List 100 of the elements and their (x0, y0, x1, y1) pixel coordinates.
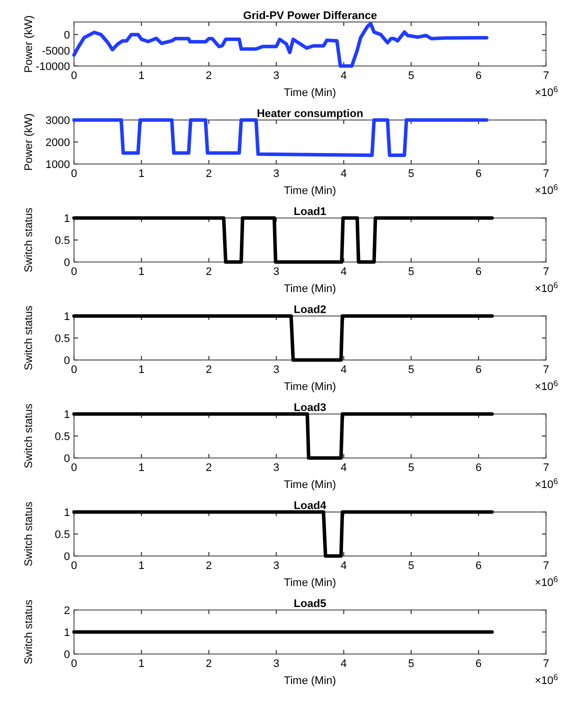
y-axis-title: Power (kW) (23, 15, 35, 73)
y-tick-label: 1 (64, 507, 70, 519)
y-tick-label: 2 (64, 605, 70, 617)
chart-title: Load2 (294, 304, 326, 316)
x-tick-label: 1 (138, 560, 144, 572)
y-tick-label: -10000 (36, 61, 70, 73)
y-tick-label: 2000 (46, 137, 70, 149)
y-tick-label: 0 (64, 551, 70, 563)
x-tick-label: 4 (340, 560, 347, 572)
y-axis-title: Switch status (23, 501, 35, 566)
chart-title: Heater consumption (256, 108, 364, 120)
text: ×10$^{6}$ (534, 476, 558, 491)
x-tick-label: 6 (476, 462, 482, 474)
x-tick-label: 5 (408, 364, 414, 376)
x-axis-title: Time (Min) (284, 381, 336, 393)
chart-title: Load4 (294, 500, 328, 512)
x-tick-label: 6 (476, 560, 482, 572)
y-tick-label: -5000 (42, 45, 70, 58)
x-tick-label: 7 (542, 70, 550, 82)
x-tick-label: 6 (476, 70, 482, 82)
y-tick-label: 0.5 (54, 431, 70, 443)
text: ×10$^{6}$ (534, 574, 558, 589)
x-tick-label: 5 (408, 70, 414, 82)
text: ×10$^{6}$ (534, 182, 558, 197)
x-tick-label: 7 (542, 168, 550, 180)
chart-title: Load3 (294, 402, 326, 414)
x-tick-label: 2 (206, 462, 212, 474)
y-tick-label: 0.5 (54, 333, 70, 345)
y-axis-title: Power (kW) (23, 113, 35, 171)
x-tick-label: 2 (206, 364, 212, 376)
x-tick-label: 2 (206, 560, 212, 572)
x-tick-label: 6 (476, 658, 482, 670)
line-series (72, 118, 488, 157)
y-tick-label: 0 (64, 257, 70, 269)
x-tick-label: 7 (542, 658, 550, 670)
x-tick-label: 1 (138, 462, 144, 474)
x-tick-label: 2 (206, 168, 212, 180)
x-tick-label: 2 (206, 658, 212, 670)
x-tick-label: 3 (273, 364, 280, 376)
chart-title: Grid-PV Power Differance (243, 10, 377, 22)
x-tick-label: 5 (408, 462, 414, 474)
x-tick-label: 4 (340, 658, 347, 670)
x-tick-label: 3 (273, 658, 280, 670)
y-tick-label: 3000 (46, 115, 70, 127)
text: ×10$^{6}$ (534, 280, 558, 295)
y-axis-title: Switch status (23, 305, 35, 370)
y-tick-label: 1 (64, 213, 70, 225)
x-tick-label: 3 (273, 462, 280, 474)
y-tick-label: 0.5 (54, 529, 70, 541)
x-tick-label: 4 (340, 266, 347, 278)
y-tick-label: 1000 (46, 159, 70, 171)
x-tick-label: 3 (273, 70, 280, 82)
x-axis-title: Time (Min) (284, 283, 336, 295)
y-axis-title: Switch status (23, 599, 35, 664)
x-tick-label: 2 (206, 70, 212, 82)
x-tick-label: 7 (542, 364, 550, 376)
x-tick-label: 3 (273, 560, 280, 572)
x-axis-title: Time (Min) (284, 479, 336, 491)
x-tick-label: 5 (408, 266, 414, 278)
x-tick-label: 5 (408, 560, 414, 572)
x-tick-label: 4 (340, 462, 347, 474)
x-tick-label: 5 (408, 168, 414, 180)
x-tick-label: 7 (542, 266, 550, 278)
x-tick-label: 4 (340, 168, 347, 180)
x-tick-label: 3 (273, 168, 280, 180)
x-tick-label: 7 (542, 560, 550, 572)
chart-title: Load1 (294, 206, 326, 218)
y-tick-label: 0 (64, 453, 70, 465)
x-axis-title: Time (Min) (284, 185, 336, 197)
y-tick-label: 0 (64, 30, 70, 42)
line-series (72, 22, 488, 68)
x-tick-label: 1 (138, 364, 144, 376)
x-axis-title: Time (Min) (284, 675, 336, 687)
text: ×10$^{6}$ (534, 672, 558, 687)
y-tick-label: 0 (64, 355, 70, 367)
x-tick-label: 6 (476, 266, 482, 278)
x-tick-label: 2 (206, 266, 212, 278)
text: ×10$^{6}$ (534, 378, 558, 393)
x-axis-title: Time (Min) (284, 87, 336, 99)
x-tick-label: 6 (476, 364, 482, 376)
chart-title: Load5 (294, 598, 326, 610)
y-tick-label: 1 (64, 311, 70, 323)
x-tick-label: 3 (273, 266, 280, 278)
x-tick-label: 5 (408, 658, 414, 670)
x-tick-label: 1 (138, 70, 144, 82)
y-axis-title: Switch status (23, 207, 35, 272)
x-tick-label: 7 (542, 462, 550, 474)
text: ×10$^{6}$ (534, 84, 558, 99)
y-tick-label: 1 (64, 409, 70, 421)
y-tick-label: 0.5 (54, 235, 70, 247)
x-tick-label: 4 (340, 364, 347, 376)
y-tick-label: 1 (64, 627, 70, 639)
x-tick-label: 6 (476, 168, 482, 180)
x-tick-label: 1 (138, 168, 144, 180)
x-tick-label: 1 (138, 658, 144, 670)
x-tick-label: 4 (340, 70, 347, 82)
y-axis-title: Switch status (23, 403, 35, 468)
y-tick-label: 0 (64, 649, 70, 661)
x-tick-label: 1 (138, 266, 144, 278)
x-axis-title: Time (Min) (284, 577, 336, 589)
